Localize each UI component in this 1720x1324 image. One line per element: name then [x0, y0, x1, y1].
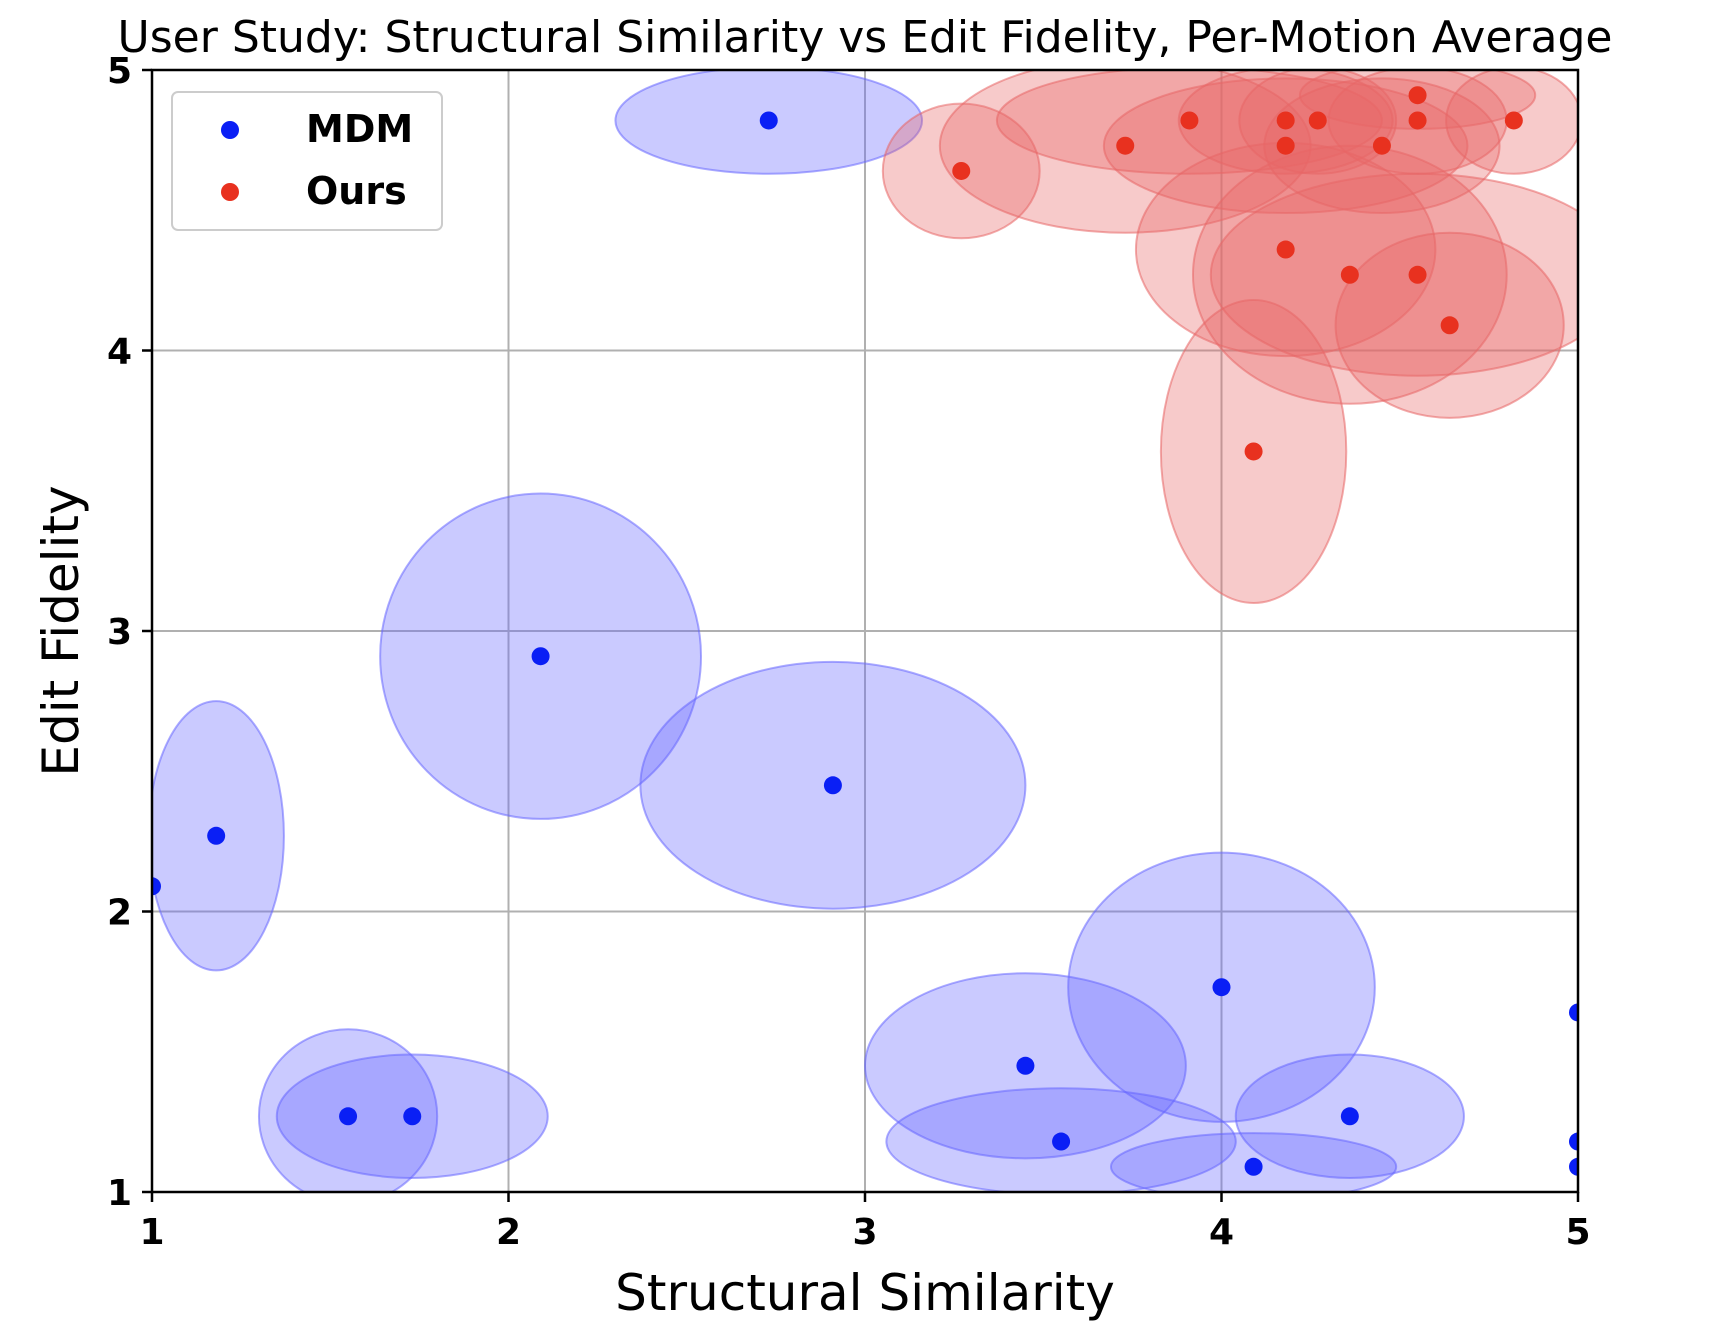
legend-label-ours: Ours: [306, 169, 407, 213]
mdm-point-5: [759, 111, 778, 130]
y-tick-label-3: 3: [107, 612, 132, 653]
y-tick-label-2: 2: [107, 893, 132, 934]
mdm-point-2: [339, 1107, 358, 1126]
ours-point-2: [1180, 111, 1199, 130]
y-tick-label-4: 4: [107, 332, 132, 373]
mdm-point-1: [207, 826, 226, 845]
ours-point-8: [1340, 265, 1359, 284]
ours-point-9: [1372, 136, 1391, 155]
ours-point-12: [1408, 265, 1427, 284]
x-tick-label-4: 4: [1209, 1212, 1234, 1253]
ours-point-1: [1116, 136, 1135, 155]
mdm-point-11: [1340, 1107, 1359, 1126]
legend-marker-ours: [221, 183, 239, 201]
legend-marker-mdm: [221, 121, 239, 139]
y-axis-label: Edit Fidelity: [32, 485, 90, 776]
x-tick-label-1: 1: [139, 1212, 164, 1253]
ours-point-11: [1408, 111, 1427, 130]
y-tick-label-5: 5: [107, 51, 132, 92]
point-layer: [152, 86, 1578, 1176]
legend-box: [171, 91, 443, 231]
ours-point-5: [1276, 136, 1295, 155]
mdm-point-9: [1212, 978, 1231, 997]
legend-label-mdm: MDM: [306, 107, 413, 151]
x-tick-label-3: 3: [852, 1212, 877, 1253]
ours-point-10: [1408, 86, 1427, 105]
ours-point-0: [952, 161, 971, 180]
ours-point-7: [1308, 111, 1327, 130]
ellipse-layer: [152, 70, 1578, 1192]
ours-point-4: [1276, 111, 1295, 130]
mdm-point-3: [403, 1107, 422, 1126]
mdm-point-12: [1569, 1003, 1578, 1022]
mdm-point-14: [1569, 1157, 1578, 1176]
mdm-point-4: [531, 647, 550, 666]
ours-spread-ellipse-12: [1209, 172, 1578, 377]
x-axis-label: Structural Similarity: [615, 1264, 1115, 1322]
mdm-point-8: [1052, 1132, 1071, 1151]
mdm-point-7: [1016, 1056, 1035, 1075]
chart-title: User Study: Structural Similarity vs Edi…: [118, 12, 1613, 63]
ours-point-13: [1440, 316, 1459, 335]
x-tick-label-5: 5: [1565, 1212, 1590, 1253]
legend: MDM Ours: [171, 91, 443, 231]
mdm-point-13: [1569, 1132, 1578, 1151]
ticks: 1 2 3 4 5 1 2 3 4 5: [107, 51, 1591, 1253]
ours-point-6: [1276, 240, 1295, 259]
mdm-point-6: [823, 776, 842, 795]
x-tick-label-2: 2: [496, 1212, 521, 1253]
ours-point-3: [1244, 442, 1263, 461]
mdm-point-0: [152, 877, 161, 896]
mdm-point-10: [1244, 1157, 1263, 1176]
y-tick-label-1: 1: [107, 1173, 132, 1214]
ours-point-14: [1504, 111, 1523, 130]
